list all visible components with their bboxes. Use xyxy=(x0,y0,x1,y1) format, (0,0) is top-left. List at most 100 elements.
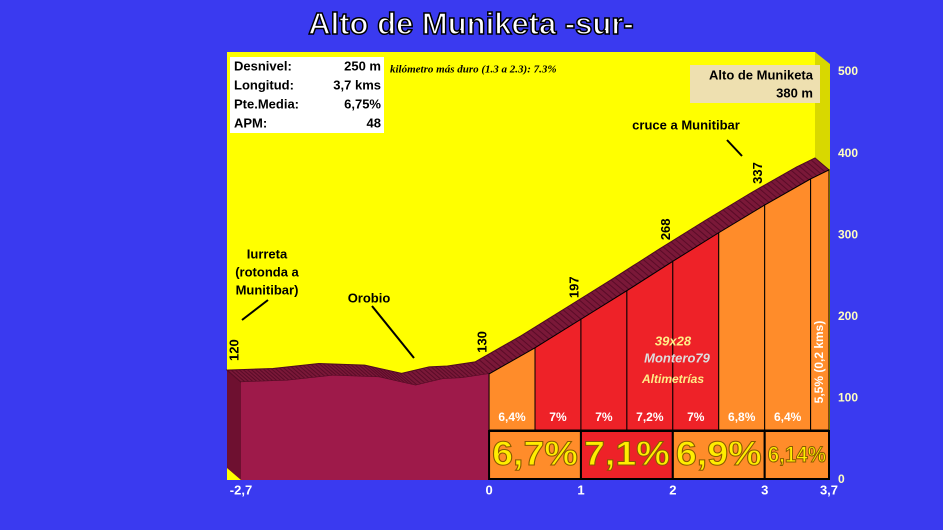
ridge-hatch xyxy=(254,368,270,382)
ridge-hatch xyxy=(510,341,526,354)
ridge-hatch xyxy=(542,321,558,335)
ridge-hatch xyxy=(706,219,722,232)
ridge-hatch xyxy=(374,367,390,380)
ridge-hatch xyxy=(602,284,618,298)
ridge-hatch xyxy=(402,372,418,386)
ridge-hatch xyxy=(482,357,498,370)
ridge-hatch xyxy=(582,296,598,310)
ridge-hatch xyxy=(502,345,518,359)
credit: Montero79 xyxy=(644,350,711,365)
ridge-hatch xyxy=(478,359,494,373)
km-box xyxy=(488,430,582,480)
ridge-hatch xyxy=(410,370,426,384)
segment-label: 6,4% xyxy=(774,410,802,424)
ridge-hatch xyxy=(614,276,630,290)
segment-label: 5,5% (0,2 kms) xyxy=(812,321,826,404)
ridge-hatch xyxy=(722,209,738,223)
ridge-hatch xyxy=(274,367,290,381)
height-label: 337 xyxy=(750,162,765,184)
ridge-hatch xyxy=(234,369,250,383)
ridge-hatch xyxy=(342,364,358,377)
km-label: 6,7% xyxy=(492,435,578,473)
ridge-hatch xyxy=(562,309,578,323)
ridge-hatch xyxy=(694,226,710,240)
km-box xyxy=(671,430,766,480)
place-label: Orobio xyxy=(348,290,391,305)
ridge-hatch xyxy=(418,368,434,382)
height-label: 130 xyxy=(475,331,490,353)
ridge-hatch xyxy=(298,365,314,379)
summit-elevation: 380 m xyxy=(776,85,813,100)
ridge-hatch xyxy=(778,176,794,190)
ridge-hatch xyxy=(438,365,454,379)
credit: Altimetrías xyxy=(641,372,704,386)
ridge-hatch xyxy=(766,183,782,197)
gradient-segment xyxy=(672,231,720,431)
ridge-hatch xyxy=(334,363,350,377)
ridge-hatch xyxy=(530,329,546,342)
ridge-hatch xyxy=(654,251,670,265)
ridge-hatch xyxy=(358,364,374,378)
segment-label: 7% xyxy=(687,410,705,424)
ridge-hatch xyxy=(666,243,682,257)
ridge-hatch xyxy=(442,365,458,379)
x-tick-label: -2,7 xyxy=(230,482,252,497)
ridge-hatch xyxy=(782,174,798,188)
ridge-hatch xyxy=(354,364,370,378)
ridge-hatch xyxy=(350,364,366,378)
ridge-hatch xyxy=(454,364,470,378)
ridge-hatch xyxy=(786,171,802,185)
ridge-hatch xyxy=(270,368,286,381)
ridge-hatch xyxy=(550,316,566,330)
leader-line xyxy=(726,139,743,157)
ridge-hatch xyxy=(450,365,466,378)
ridge-hatch xyxy=(302,364,318,378)
ridge-hatch xyxy=(674,238,690,252)
ridge-hatch xyxy=(710,216,726,230)
ridge-hatch xyxy=(506,343,522,357)
info-label: Longitud: xyxy=(234,77,294,92)
x-tick-label: 2 xyxy=(669,482,676,497)
y-tick-label: 300 xyxy=(838,227,858,241)
ridge-hatch xyxy=(670,241,686,255)
ridge-hatch xyxy=(430,366,446,380)
ridge-hatch xyxy=(742,197,758,211)
credit: 39x28 xyxy=(655,333,692,348)
info-value: 48 xyxy=(367,115,381,130)
annotation: kilómetro más duro (1.3 a 2.3): 7.3% xyxy=(390,64,557,76)
ridge-hatch xyxy=(754,190,770,203)
ridge-hatch xyxy=(746,194,762,208)
ridge-hatch xyxy=(434,366,450,379)
segment-label: 7% xyxy=(549,410,567,424)
ridge-hatch xyxy=(390,370,406,384)
ridge-hatch xyxy=(322,363,338,377)
ridge-hatch xyxy=(658,248,674,262)
ridge-hatch xyxy=(546,319,562,333)
ridge-hatch xyxy=(338,363,354,377)
km-box xyxy=(579,430,674,480)
ridge-hatch xyxy=(426,366,442,380)
ridge-hatch xyxy=(566,306,582,320)
ridge-hatch xyxy=(494,350,510,363)
ridge-hatch xyxy=(730,204,746,218)
side-face xyxy=(227,370,241,480)
y-tick-label: 500 xyxy=(838,64,858,78)
summit-box xyxy=(690,65,820,103)
ridge-hatch xyxy=(238,369,254,383)
leader-line xyxy=(371,305,415,359)
ridge-hatch xyxy=(486,354,502,368)
y-tick-label: 100 xyxy=(838,391,858,405)
height-label: 268 xyxy=(658,218,673,240)
ridge-hatch xyxy=(678,236,694,250)
ridge-hatch xyxy=(810,159,826,173)
ridge-hatch xyxy=(258,368,274,382)
ridge-hatch xyxy=(318,363,334,376)
ridge-hatch xyxy=(734,202,750,215)
info-label: Desnivel: xyxy=(234,58,292,73)
ridge-hatch xyxy=(762,185,778,199)
ridge-hatch xyxy=(750,192,766,206)
place-label: Iurreta xyxy=(247,246,288,261)
ridge-hatch xyxy=(286,366,302,380)
ridge-hatch xyxy=(394,371,410,385)
ridge-hatch xyxy=(446,365,462,379)
